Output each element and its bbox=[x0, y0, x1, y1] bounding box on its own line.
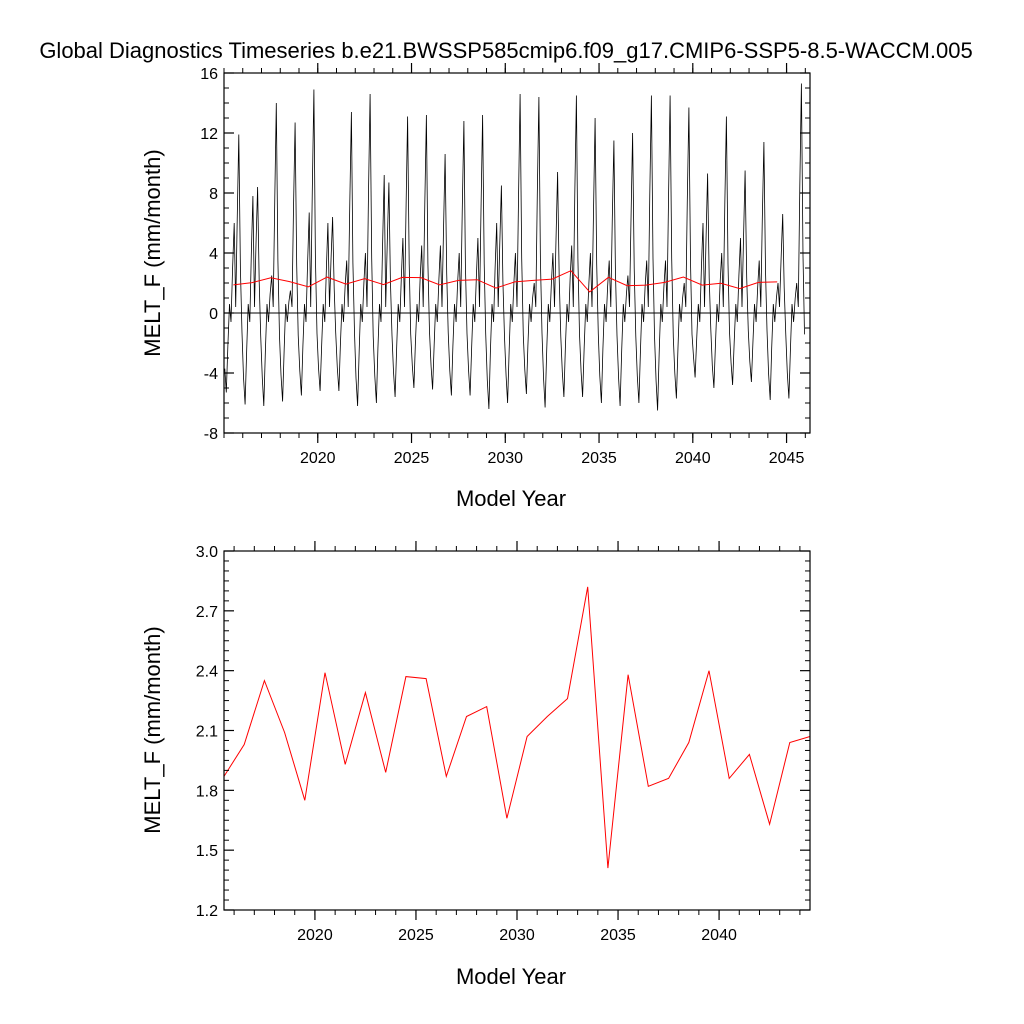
top-y-tick-label: 4 bbox=[209, 246, 218, 263]
bottom-frame bbox=[223, 550, 811, 911]
top-x-tick-label: 2045 bbox=[769, 450, 805, 467]
timeseries-panel-monthly: 2020 2025 2030 2035 2040 2045 -8 -4 0 4 8 12 16 MELT… bbox=[140, 63, 811, 511]
y-axis-label-bottom: MELT_F (mm/month) bbox=[140, 626, 165, 833]
axes-top: 2020 2025 2030 2035 2040 2045 -8 -4 0 4 8 12 16 bbox=[200, 63, 811, 467]
bottom-y-tick-label: 2.1 bbox=[196, 724, 218, 741]
bottom-y-tick-label: 2.4 bbox=[196, 664, 218, 681]
top-y-tick-label: 16 bbox=[200, 66, 218, 83]
top-x-tick-label: 2025 bbox=[394, 450, 430, 467]
timeseries-panel-annual: 2020 2025 2030 2035 2040 1.2 1.5 1.8 2.1 2.4 2.7 3.… bbox=[140, 541, 811, 989]
bottom-y-tick-label: 3.0 bbox=[196, 544, 218, 561]
top-y-tick-label: 0 bbox=[209, 306, 218, 323]
x-axis-label-top: Model Year bbox=[456, 486, 566, 511]
monthly-series-line bbox=[224, 83, 805, 411]
bottom-x-tick-label: 2030 bbox=[499, 927, 535, 944]
bottom-y-tick-label: 2.7 bbox=[196, 604, 218, 621]
bottom-y-tick-label: 1.5 bbox=[196, 843, 218, 860]
x-axis-label-bottom: Model Year bbox=[456, 964, 566, 989]
top-x-tick-label: 2035 bbox=[581, 450, 617, 467]
bottom-x-tick-label: 2035 bbox=[600, 927, 636, 944]
top-x-tick-label: 2020 bbox=[300, 450, 336, 467]
bottom-y-tick-label: 1.8 bbox=[196, 783, 218, 800]
bottom-x-tick-label: 2025 bbox=[398, 927, 434, 944]
top-x-tick-label: 2030 bbox=[487, 450, 523, 467]
bottom-x-tick-label: 2020 bbox=[297, 927, 333, 944]
plot-area-top bbox=[224, 83, 810, 411]
axes-bottom: 2020 2025 2030 2035 2040 1.2 1.5 1.8 2.1 2.4 2.7 3.… bbox=[196, 541, 811, 944]
top-x-tick-label: 2040 bbox=[675, 450, 711, 467]
bottom-x-tick-label: 2040 bbox=[701, 927, 737, 944]
top-y-tick-label: 12 bbox=[200, 126, 218, 143]
top-y-tick-label: -8 bbox=[204, 426, 218, 443]
annual-mean-series-line bbox=[223, 586, 811, 869]
top-y-tick-label: -4 bbox=[204, 366, 218, 383]
annual-mean-series-line bbox=[233, 270, 778, 293]
y-axis-label-top: MELT_F (mm/month) bbox=[140, 149, 165, 356]
plot-area-bottom bbox=[223, 586, 811, 869]
top-y-tick-label: 8 bbox=[209, 186, 218, 203]
figure-title: Global Diagnostics Timeseries b.e21.BWSS… bbox=[39, 38, 972, 63]
bottom-y-tick-label: 1.2 bbox=[196, 903, 218, 920]
